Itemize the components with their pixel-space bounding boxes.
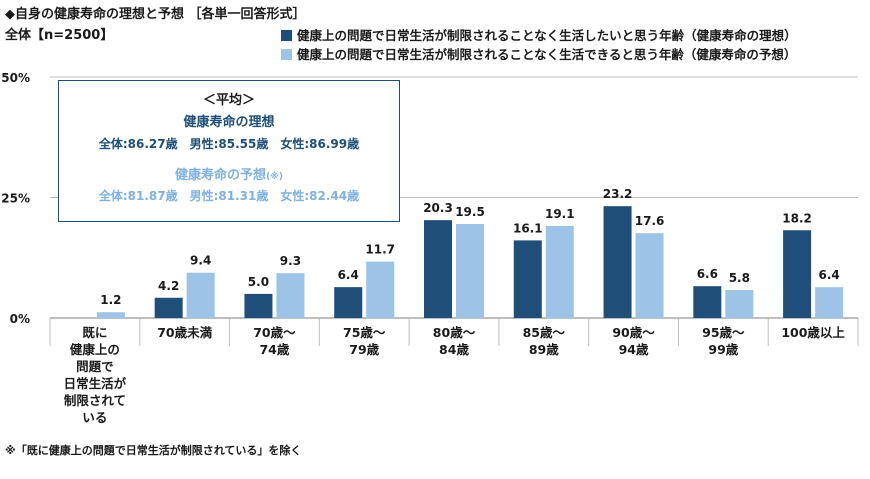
data-label-forecast: 19.5 (455, 205, 485, 219)
x-tick-label: 84歳 (439, 342, 469, 357)
legend-item-forecast: 健康上の問題で日常生活が制限されることなく生活できると思う年齢（健康寿命の予想） (281, 45, 797, 64)
data-label-ideal: 6.6 (697, 267, 718, 281)
bar-forecast (276, 273, 305, 318)
bar-ideal (783, 230, 812, 318)
data-label-ideal: 4.2 (158, 279, 179, 293)
legend: 健康上の問題で日常生活が制限されることなく生活したいと思う年齢（健康寿命の理想）… (281, 26, 797, 64)
chart-subtitle: 全体【n=2500】 (5, 28, 114, 43)
bar-forecast (725, 290, 754, 318)
x-tick-label: いる (82, 410, 107, 425)
bar-forecast (635, 233, 664, 318)
x-tick-label: 制限されて (64, 393, 126, 408)
data-label-forecast: 1.2 (100, 293, 121, 307)
data-label-forecast: 19.1 (545, 207, 575, 221)
x-tick-label: 既に (82, 325, 107, 340)
x-tick-label: 95歳～ (702, 325, 745, 340)
x-tick-label: 74歳 (259, 342, 289, 357)
x-tick-label: 89歳 (529, 342, 559, 357)
x-tick-label: 問題で (76, 359, 114, 374)
x-tick-label: 75歳～ (343, 325, 386, 340)
bar-ideal (693, 286, 722, 318)
x-tick-label: 79歳 (349, 342, 379, 357)
bar-ideal (334, 287, 363, 318)
bar-forecast (815, 287, 844, 318)
data-label-forecast: 6.4 (818, 268, 839, 282)
bar-forecast (456, 224, 484, 318)
footnote: ※「既に健康上の問題で日常生活が制限されている」を除く (5, 444, 302, 457)
bar-forecast (186, 272, 215, 318)
data-label-ideal: 23.2 (603, 187, 633, 201)
x-tick-label: 100歳以上 (781, 325, 845, 340)
bar-ideal (424, 220, 452, 318)
legend-swatch-ideal (281, 30, 292, 41)
bar-forecast (96, 312, 125, 318)
ideal-title: 健康寿命の理想 (183, 115, 275, 130)
data-label-forecast: 5.8 (729, 271, 750, 285)
forecast-title: 健康寿命の予想 (175, 168, 267, 183)
bar-ideal (244, 293, 273, 318)
data-label-ideal: 6.4 (338, 268, 359, 282)
legend-swatch-forecast (281, 49, 292, 60)
x-tick-label: 94歳 (619, 342, 649, 357)
x-tick-label: 70歳未満 (157, 325, 212, 340)
x-tick-label: 健康上の (70, 342, 120, 357)
data-label-forecast: 17.6 (635, 214, 665, 228)
y-tick-label: 50% (1, 71, 30, 85)
average-heading: ＜平均＞ (202, 93, 255, 108)
data-label-ideal: 18.2 (782, 211, 812, 225)
data-label-forecast: 9.3 (280, 254, 301, 268)
x-tick-label: 85歳～ (523, 325, 566, 340)
bar-ideal (513, 240, 542, 318)
x-tick-label: 99歳 (708, 342, 738, 357)
data-label-ideal: 5.0 (248, 275, 269, 289)
forecast-values: 全体:81.87歳 男性:81.31歳 女性:82.44歳 (98, 189, 360, 203)
bar-forecast (545, 225, 574, 318)
ideal-values: 全体:86.27歳 男性:85.55歳 女性:86.99歳 (98, 137, 360, 151)
x-tick-label: 90歳～ (612, 325, 655, 340)
bar-ideal (603, 206, 632, 318)
y-tick-label: 25% (1, 192, 30, 206)
x-tick-label: 日常生活が (64, 376, 127, 391)
bar-forecast (366, 261, 395, 318)
data-label-ideal: 20.3 (423, 201, 453, 215)
data-label-ideal: 16.1 (513, 221, 543, 235)
average-box: ＜平均＞ 健康寿命の理想 全体:86.27歳 男性:85.55歳 女性:86.9… (58, 80, 400, 222)
y-tick-label: 0% (10, 312, 30, 326)
legend-item-ideal: 健康上の問題で日常生活が制限されることなく生活したいと思う年齢（健康寿命の理想） (281, 26, 797, 45)
x-tick-label: 80歳～ (433, 325, 476, 340)
legend-label-forecast: 健康上の問題で日常生活が制限されることなく生活できると思う年齢（健康寿命の予想） (297, 47, 797, 62)
chart-title: ◆自身の健康寿命の理想と予想 ［各単一回答形式］ (5, 7, 306, 22)
data-label-forecast: 9.4 (190, 254, 211, 268)
x-tick-label: 70歳～ (253, 325, 296, 340)
forecast-title-row: 健康寿命の予想(※) (59, 164, 399, 183)
forecast-mark: (※) (266, 172, 283, 182)
legend-label-ideal: 健康上の問題で日常生活が制限されることなく生活したいと思う年齢（健康寿命の理想） (297, 28, 797, 43)
bar-ideal (154, 297, 183, 318)
data-label-forecast: 11.7 (365, 243, 395, 257)
